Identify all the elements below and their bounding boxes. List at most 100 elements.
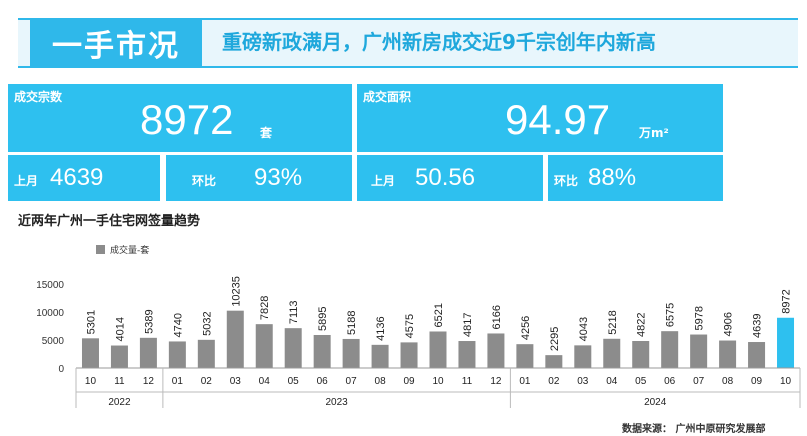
data-label: 4014 [114, 317, 126, 341]
y-tick-label: 0 [58, 364, 64, 375]
data-label: 7828 [259, 296, 271, 320]
bar [255, 324, 273, 368]
x-tick-label: 05 [635, 376, 647, 387]
area-prev-value: 50.56 [415, 164, 476, 191]
x-tick-label: 01 [172, 376, 184, 387]
source-label: 数据来源： [622, 424, 672, 435]
data-label: 5895 [317, 307, 329, 331]
x-tick-label: 07 [346, 376, 358, 387]
data-label: 5389 [143, 309, 155, 333]
bar [342, 338, 360, 368]
data-label: 4817 [462, 313, 474, 337]
x-tick-label: 02 [201, 376, 213, 387]
data-label: 6521 [433, 303, 445, 327]
data-label: 4906 [723, 312, 735, 336]
data-label: 4639 [752, 314, 764, 338]
bar [81, 338, 99, 368]
deals-prev-panel: 上月 4639 [8, 155, 160, 201]
x-tick-label: 06 [664, 376, 676, 387]
bar [371, 344, 389, 368]
x-tick-label: 03 [230, 376, 242, 387]
x-tick-label: 11 [462, 376, 473, 387]
deals-mom-label: 环比 [192, 174, 217, 188]
bar [458, 341, 476, 368]
data-label: 5218 [607, 310, 619, 334]
deals-prev-value: 4639 [50, 164, 104, 191]
data-label: 8972 [781, 289, 793, 313]
area-mom-label: 环比 [554, 174, 579, 188]
x-tick-label: 08 [375, 376, 387, 387]
deals-mom-panel: 环比 93% [166, 155, 352, 201]
year-label: 2023 [326, 397, 349, 408]
x-tick-label: 10 [432, 376, 444, 387]
chart-title: 近两年广州一手住宅网签量趋势 [18, 214, 201, 229]
deals-prev-label: 上月 [14, 174, 39, 188]
area-prev-label: 上月 [371, 174, 396, 188]
bar [661, 331, 679, 368]
bar [139, 337, 157, 368]
data-label: 4256 [520, 316, 532, 340]
bar [574, 345, 592, 368]
area-mom-panel: 环比 88% [548, 155, 723, 201]
area-unit: 万m² [639, 126, 669, 140]
bar [632, 340, 650, 368]
data-label: 6166 [491, 305, 503, 329]
legend-swatch [96, 245, 105, 254]
x-tick-label: 10 [780, 376, 792, 387]
data-label: 4740 [172, 313, 184, 337]
bar [313, 334, 331, 368]
x-tick-label: 07 [693, 376, 705, 387]
data-source: 数据来源： 广州中原研究发展部 [622, 420, 765, 435]
legend-label: 成交量-套 [110, 244, 149, 256]
bar [690, 334, 708, 368]
bar-chart: 成交量-套 0 5000 10000 15000 5301 10 4014 11 5389 12 47… [36, 244, 801, 408]
bar [487, 333, 505, 368]
bar [748, 342, 766, 368]
x-tick-label: 10 [85, 376, 97, 387]
x-tick-label: 01 [519, 376, 531, 387]
data-label: 5032 [201, 311, 213, 335]
bar [110, 345, 128, 368]
area-mom-value: 88% [588, 164, 637, 191]
bar [516, 344, 534, 368]
area-prev-panel: 上月 50.56 [357, 155, 543, 201]
bar [429, 331, 447, 368]
data-label: 5188 [346, 310, 358, 334]
bar [545, 355, 563, 368]
x-tick-label: 06 [317, 376, 329, 387]
y-tick-label: 10000 [36, 308, 64, 319]
deals-panel: 成交宗数 8972 套 [8, 84, 352, 152]
bar [777, 317, 795, 368]
x-tick-label: 11 [114, 376, 125, 387]
deals-mom-value: 93% [254, 164, 303, 191]
x-tick-label: 04 [606, 376, 618, 387]
data-label: 6575 [665, 303, 677, 327]
bar [284, 328, 302, 368]
bar [400, 342, 418, 368]
x-tick-label: 04 [259, 376, 271, 387]
data-label: 10235 [230, 276, 242, 307]
data-label: 4043 [578, 317, 590, 341]
data-label: 2295 [549, 327, 561, 351]
data-label: 4822 [636, 313, 648, 337]
x-tick-label: 09 [751, 376, 763, 387]
year-label: 2024 [644, 397, 667, 408]
area-value: 94.97 [505, 96, 611, 143]
x-tick-label: 08 [722, 376, 734, 387]
data-label: 5978 [694, 306, 706, 330]
data-label: 4136 [375, 316, 387, 340]
headline: 重磅新政满月，广州新房成交近9千宗创年内新高 [222, 30, 656, 54]
year-label: 2022 [108, 397, 131, 408]
data-label: 4575 [404, 314, 416, 338]
data-label: 7113 [288, 301, 300, 325]
bar [197, 339, 215, 368]
deals-unit: 套 [260, 126, 273, 140]
x-tick-label: 12 [490, 376, 502, 387]
deals-value: 8972 [140, 96, 234, 143]
area-label: 成交面积 [363, 90, 412, 104]
bar [226, 310, 244, 368]
x-tick-label: 05 [288, 376, 300, 387]
bar [168, 341, 186, 368]
source-org: 广州中原研究发展部 [675, 424, 766, 435]
y-tick-label: 15000 [36, 280, 64, 291]
